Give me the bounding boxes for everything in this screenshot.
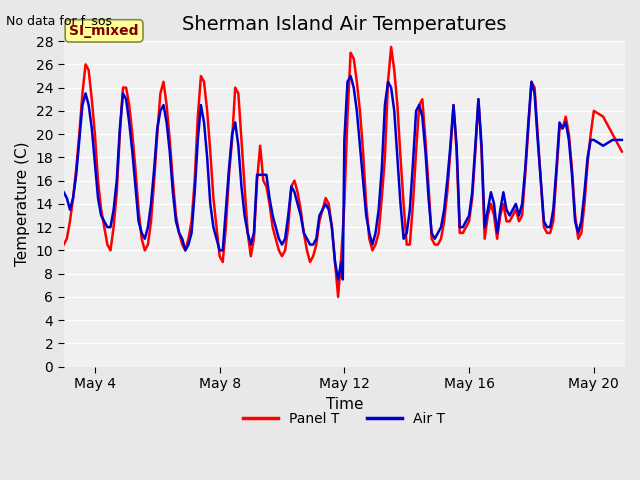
Legend: Panel T, Air T: Panel T, Air T [238,406,451,432]
Text: SI_mixed: SI_mixed [69,24,139,38]
Text: No data for f_sos: No data for f_sos [6,14,113,27]
Title: Sherman Island Air Temperatures: Sherman Island Air Temperatures [182,15,507,34]
Y-axis label: Temperature (C): Temperature (C) [15,142,30,266]
X-axis label: Time: Time [326,396,363,412]
